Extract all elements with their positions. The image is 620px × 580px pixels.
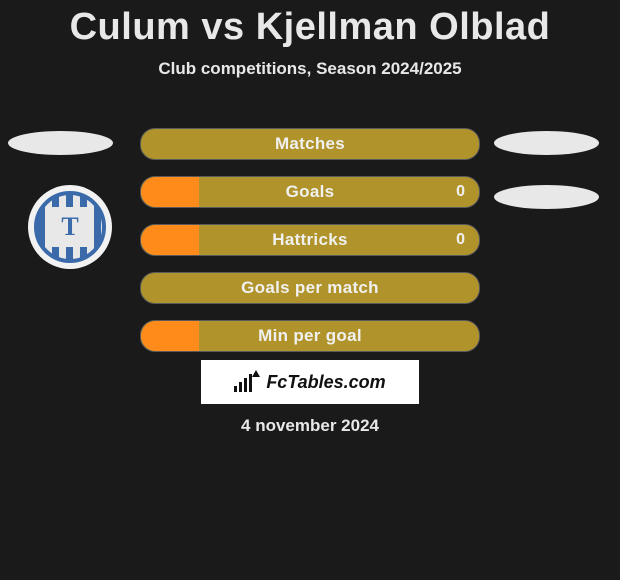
logo-bars-icon bbox=[234, 372, 260, 392]
page-subtitle: Club competitions, Season 2024/2025 bbox=[0, 59, 620, 79]
stats-list: Matches Goals Hattricks Goals per match Min … bbox=[140, 128, 480, 368]
player-slot-right bbox=[494, 131, 599, 155]
club-badge[interactable]: T bbox=[28, 185, 112, 269]
stat-label: Matches bbox=[275, 134, 345, 154]
stat-row: Matches bbox=[140, 128, 480, 160]
stat-label: Goals per match bbox=[241, 278, 379, 298]
brand-logo[interactable]: FcTables.com bbox=[201, 360, 419, 404]
stat-row: Goals bbox=[140, 176, 480, 208]
club-badge-letter: T bbox=[50, 207, 90, 247]
stat-label: Goals bbox=[286, 182, 335, 202]
stat-row: Min per goal bbox=[140, 320, 480, 352]
stat-label: Hattricks bbox=[272, 230, 347, 250]
page-title: Culum vs Kjellman Olblad bbox=[0, 6, 620, 49]
date-label: 4 november 2024 bbox=[241, 416, 379, 436]
club-badge-stripes-icon: T bbox=[34, 191, 106, 263]
stat-label: Min per goal bbox=[258, 326, 362, 346]
player-slot-right-2 bbox=[494, 185, 599, 209]
player-slot-left bbox=[8, 131, 113, 155]
brand-text: FcTables.com bbox=[266, 372, 385, 393]
stat-row: Hattricks bbox=[140, 224, 480, 256]
stat-row: Goals per match bbox=[140, 272, 480, 304]
